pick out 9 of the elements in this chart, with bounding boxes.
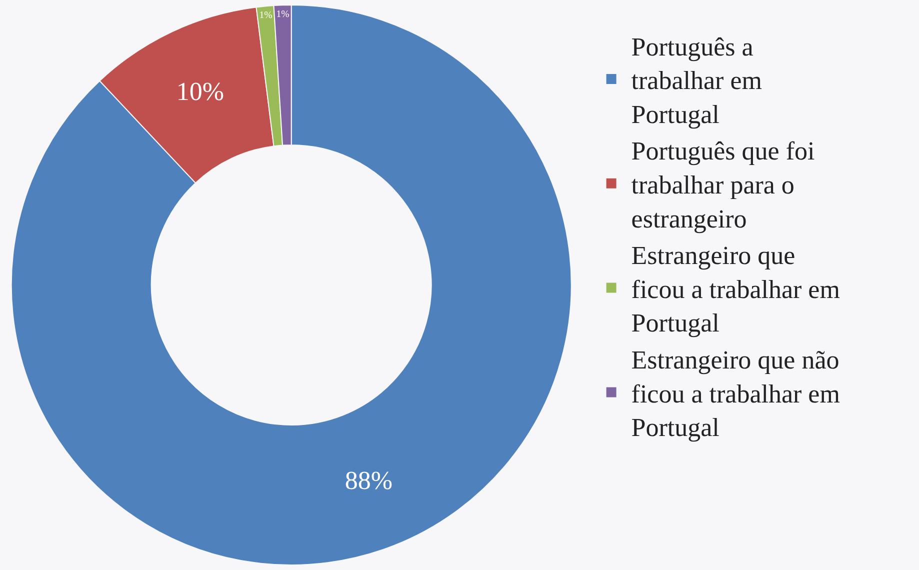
donut-slice [11,4,572,566]
data-label: 1% [276,8,290,20]
data-label: 1% [259,10,272,21]
data-label: 10% [176,76,224,106]
legend-label: Português que foi trabalhar para o estrangeiro [631,136,815,234]
legend-label: Estrangeiro que ficou a trabalhar em Portugal [631,241,840,338]
data-label: 88% [344,466,392,495]
legend-label: Português a trabalhar em Portugal [631,32,762,129]
legend-label: Estrangeiro que não ficou a trabalhar em Portugal [631,346,840,442]
